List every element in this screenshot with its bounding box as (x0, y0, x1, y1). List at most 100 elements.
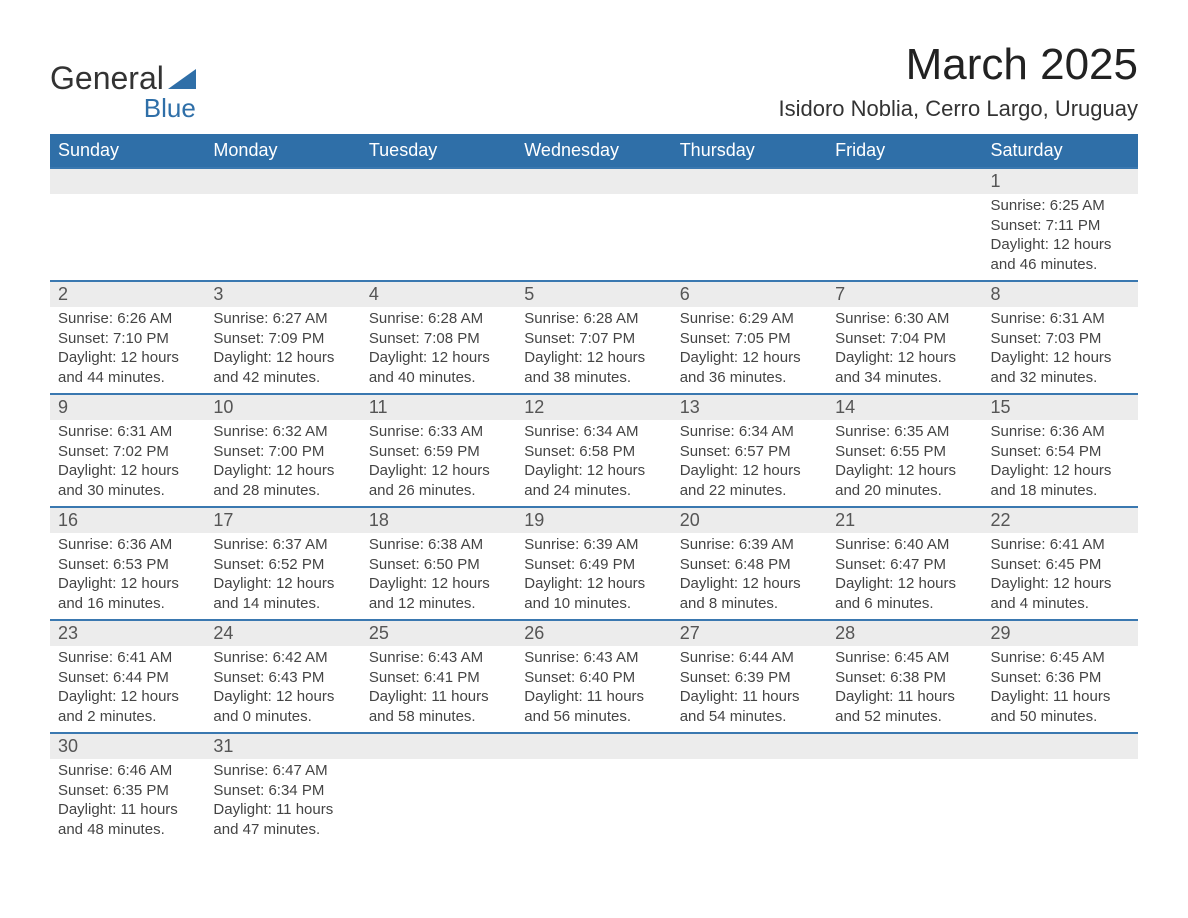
day-detail-row: Sunrise: 6:41 AMSunset: 6:44 PMDaylight:… (50, 646, 1138, 733)
day-detail-cell (827, 759, 982, 845)
day-number-cell: 31 (205, 733, 360, 759)
day-detail-line: Sunrise: 6:36 AM (58, 535, 197, 555)
day-number-cell: 1 (983, 168, 1138, 194)
weekday-header: Monday (205, 134, 360, 168)
day-detail-cell (672, 194, 827, 281)
day-detail-line: Daylight: 12 hours and 30 minutes. (58, 461, 197, 500)
day-number-cell (361, 733, 516, 759)
day-detail-line: Sunset: 6:43 PM (213, 668, 352, 688)
day-detail-line: Daylight: 12 hours and 34 minutes. (835, 348, 974, 387)
day-detail-line: Sunrise: 6:37 AM (213, 535, 352, 555)
day-number-cell: 4 (361, 281, 516, 307)
day-number-cell: 29 (983, 620, 1138, 646)
day-detail-line: Sunset: 6:54 PM (991, 442, 1130, 462)
day-detail-cell: Sunrise: 6:30 AMSunset: 7:04 PMDaylight:… (827, 307, 982, 394)
day-detail-line: Sunset: 6:57 PM (680, 442, 819, 462)
day-detail-line: Daylight: 12 hours and 18 minutes. (991, 461, 1130, 500)
day-detail-line: Sunrise: 6:32 AM (213, 422, 352, 442)
day-detail-line: Sunset: 7:00 PM (213, 442, 352, 462)
day-detail-cell: Sunrise: 6:29 AMSunset: 7:05 PMDaylight:… (672, 307, 827, 394)
day-number-cell (50, 168, 205, 194)
day-detail-cell: Sunrise: 6:37 AMSunset: 6:52 PMDaylight:… (205, 533, 360, 620)
day-detail-cell: Sunrise: 6:31 AMSunset: 7:03 PMDaylight:… (983, 307, 1138, 394)
day-detail-line: Sunrise: 6:25 AM (991, 196, 1130, 216)
day-detail-line: Daylight: 12 hours and 2 minutes. (58, 687, 197, 726)
day-detail-line: Sunset: 6:59 PM (369, 442, 508, 462)
day-number-cell: 5 (516, 281, 671, 307)
day-detail-line: Sunrise: 6:39 AM (524, 535, 663, 555)
day-detail-cell: Sunrise: 6:42 AMSunset: 6:43 PMDaylight:… (205, 646, 360, 733)
day-detail-cell: Sunrise: 6:32 AMSunset: 7:00 PMDaylight:… (205, 420, 360, 507)
day-detail-cell: Sunrise: 6:27 AMSunset: 7:09 PMDaylight:… (205, 307, 360, 394)
day-number-cell (827, 168, 982, 194)
day-detail-line: Sunrise: 6:35 AM (835, 422, 974, 442)
day-number-cell: 17 (205, 507, 360, 533)
day-detail-line: Daylight: 12 hours and 40 minutes. (369, 348, 508, 387)
day-detail-line: Sunset: 6:45 PM (991, 555, 1130, 575)
day-detail-cell: Sunrise: 6:45 AMSunset: 6:36 PMDaylight:… (983, 646, 1138, 733)
day-number-cell: 30 (50, 733, 205, 759)
day-detail-line: Sunset: 7:02 PM (58, 442, 197, 462)
day-detail-line: Sunrise: 6:26 AM (58, 309, 197, 329)
day-detail-line: Sunrise: 6:39 AM (680, 535, 819, 555)
day-number-cell (361, 168, 516, 194)
day-detail-line: Daylight: 11 hours and 58 minutes. (369, 687, 508, 726)
day-detail-line: Daylight: 12 hours and 42 minutes. (213, 348, 352, 387)
weekday-header: Wednesday (516, 134, 671, 168)
logo: General Blue (50, 60, 196, 124)
location: Isidoro Noblia, Cerro Largo, Uruguay (778, 96, 1138, 122)
day-detail-line: Sunrise: 6:45 AM (835, 648, 974, 668)
day-detail-cell (205, 194, 360, 281)
day-detail-line: Sunrise: 6:38 AM (369, 535, 508, 555)
day-detail-line: Sunrise: 6:30 AM (835, 309, 974, 329)
day-detail-line: Daylight: 12 hours and 8 minutes. (680, 574, 819, 613)
day-detail-cell (672, 759, 827, 845)
day-detail-cell: Sunrise: 6:34 AMSunset: 6:58 PMDaylight:… (516, 420, 671, 507)
day-detail-line: Daylight: 12 hours and 6 minutes. (835, 574, 974, 613)
day-detail-line: Sunrise: 6:45 AM (991, 648, 1130, 668)
weekday-header: Thursday (672, 134, 827, 168)
day-number-cell: 23 (50, 620, 205, 646)
day-detail-line: Sunrise: 6:42 AM (213, 648, 352, 668)
day-detail-line: Sunset: 7:08 PM (369, 329, 508, 349)
day-detail-line: Daylight: 12 hours and 38 minutes. (524, 348, 663, 387)
day-number-cell (516, 733, 671, 759)
day-detail-cell: Sunrise: 6:26 AMSunset: 7:10 PMDaylight:… (50, 307, 205, 394)
day-detail-line: Sunrise: 6:34 AM (524, 422, 663, 442)
day-detail-line: Sunset: 7:09 PM (213, 329, 352, 349)
month-title: March 2025 (778, 40, 1138, 90)
day-number-cell: 8 (983, 281, 1138, 307)
day-detail-line: Sunset: 6:58 PM (524, 442, 663, 462)
day-detail-line: Sunrise: 6:31 AM (991, 309, 1130, 329)
day-detail-line: Daylight: 12 hours and 16 minutes. (58, 574, 197, 613)
day-number-cell: 2 (50, 281, 205, 307)
day-detail-cell: Sunrise: 6:43 AMSunset: 6:40 PMDaylight:… (516, 646, 671, 733)
day-detail-line: Daylight: 12 hours and 36 minutes. (680, 348, 819, 387)
day-number-cell: 27 (672, 620, 827, 646)
day-detail-line: Daylight: 11 hours and 52 minutes. (835, 687, 974, 726)
day-detail-cell: Sunrise: 6:43 AMSunset: 6:41 PMDaylight:… (361, 646, 516, 733)
day-detail-line: Daylight: 11 hours and 47 minutes. (213, 800, 352, 839)
day-detail-line: Daylight: 12 hours and 22 minutes. (680, 461, 819, 500)
day-number-cell (672, 168, 827, 194)
weekday-header: Tuesday (361, 134, 516, 168)
day-detail-cell (827, 194, 982, 281)
day-detail-line: Sunrise: 6:43 AM (369, 648, 508, 668)
day-number-cell (983, 733, 1138, 759)
day-detail-cell: Sunrise: 6:31 AMSunset: 7:02 PMDaylight:… (50, 420, 205, 507)
day-detail-cell (361, 759, 516, 845)
day-detail-line: Sunset: 6:48 PM (680, 555, 819, 575)
day-detail-line: Daylight: 12 hours and 24 minutes. (524, 461, 663, 500)
day-detail-line: Sunrise: 6:40 AM (835, 535, 974, 555)
day-number-cell: 26 (516, 620, 671, 646)
weekday-header: Friday (827, 134, 982, 168)
day-number-cell: 16 (50, 507, 205, 533)
day-number-cell: 10 (205, 394, 360, 420)
day-detail-line: Sunrise: 6:33 AM (369, 422, 508, 442)
day-detail-line: Sunrise: 6:28 AM (524, 309, 663, 329)
day-detail-line: Sunset: 6:50 PM (369, 555, 508, 575)
day-detail-line: Daylight: 12 hours and 44 minutes. (58, 348, 197, 387)
day-detail-line: Sunset: 6:44 PM (58, 668, 197, 688)
day-detail-cell: Sunrise: 6:28 AMSunset: 7:07 PMDaylight:… (516, 307, 671, 394)
day-detail-line: Sunrise: 6:43 AM (524, 648, 663, 668)
